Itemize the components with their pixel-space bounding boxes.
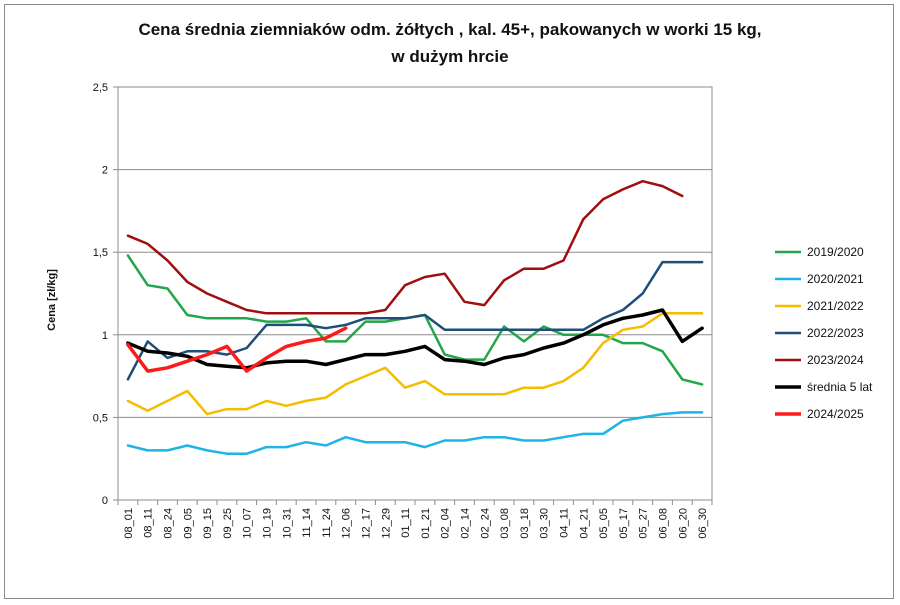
series-line-3	[126, 260, 704, 381]
series-line-4	[126, 179, 684, 315]
x-tick-label: 06_08	[658, 508, 670, 539]
x-tick-label: 05_05	[598, 508, 610, 539]
x-tick-label: 06_30	[697, 508, 709, 539]
x-tick-label: 11_14	[301, 508, 313, 538]
x-tick-label: 02_04	[440, 508, 452, 539]
legend-label: średnia 5 lat	[807, 380, 873, 394]
y-tick-label: 0,5	[93, 412, 108, 424]
legend-label: 2019/2020	[807, 245, 864, 259]
chart-title: Cena średnia ziemniaków odm. żółtych , k…	[138, 20, 762, 39]
x-tick-label: 09_15	[202, 508, 214, 539]
series-line-5	[126, 308, 704, 370]
legend-label: 2022/2023	[807, 326, 864, 340]
x-tick-label: 03_18	[519, 508, 531, 539]
series-line-6	[126, 326, 348, 373]
y-tick-label: 0	[102, 495, 108, 507]
x-tick-label: 03_30	[539, 508, 551, 539]
x-tick-label: 02_14	[460, 508, 472, 539]
legend-label: 2023/2024	[807, 353, 864, 367]
x-tick-label: 10_19	[262, 508, 274, 539]
x-tick-label: 05_17	[618, 508, 630, 539]
x-tick-label: 12_29	[380, 508, 392, 539]
x-tick-label: 09_05	[182, 508, 194, 539]
series-line-1	[126, 411, 704, 455]
y-tick-label: 2	[102, 165, 108, 177]
legend-label: 2020/2021	[807, 272, 864, 286]
y-tick-label: 2,5	[93, 82, 108, 94]
series-line-2	[126, 312, 704, 416]
y-tick-label: 1	[102, 330, 108, 342]
x-tick-label: 12_17	[361, 508, 373, 539]
x-tick-label: 10_31	[281, 508, 293, 539]
y-tick-label: 1,5	[93, 247, 108, 259]
x-tick-label: 03_08	[499, 508, 511, 539]
x-tick-label: 11_24	[321, 508, 333, 538]
x-tick-label: 01_21	[420, 508, 432, 539]
legend-label: 2021/2022	[807, 299, 864, 313]
x-tick-label: 04_11	[559, 508, 571, 538]
chart-subtitle: w dużym hrcie	[391, 47, 509, 66]
x-tick-label: 04_21	[578, 508, 590, 539]
x-tick-label: 01_11	[400, 508, 412, 538]
x-tick-label: 08_24	[163, 508, 175, 539]
x-tick-label: 08_11	[143, 508, 155, 538]
x-tick-label: 02_24	[479, 508, 491, 539]
x-tick-label: 12_06	[341, 508, 353, 539]
x-tick-label: 08_01	[123, 508, 135, 539]
x-tick-label: 05_27	[638, 508, 650, 539]
x-tick-label: 09_25	[222, 508, 234, 539]
legend-label: 2024/2025	[807, 407, 864, 421]
x-tick-label: 06_20	[677, 508, 689, 539]
x-tick-label: 10_07	[242, 508, 254, 539]
